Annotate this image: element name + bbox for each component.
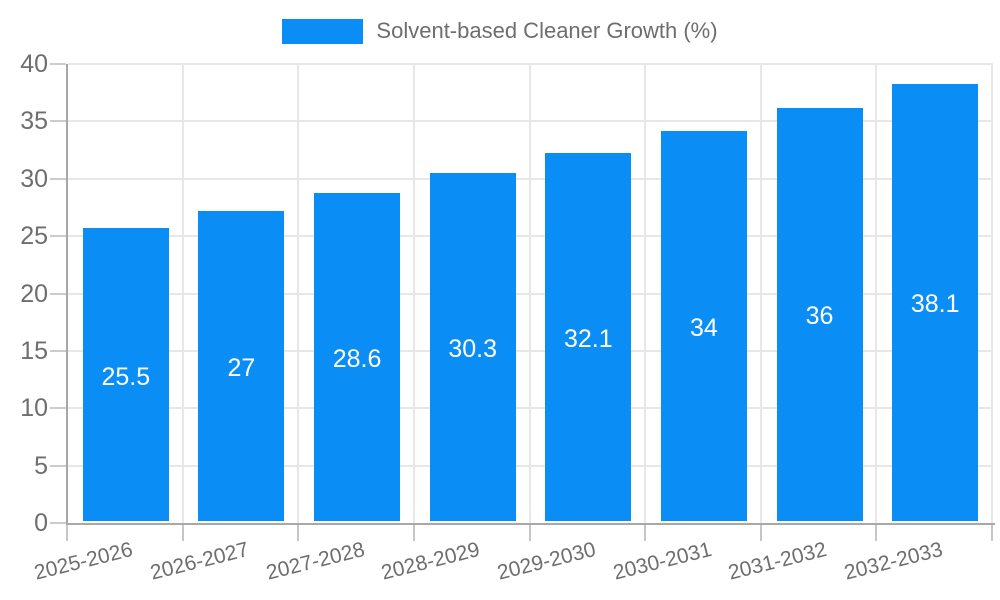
- bar: [82, 228, 169, 521]
- gridline-horizontal: [68, 464, 993, 467]
- y-tick-label: 25: [20, 222, 48, 251]
- y-axis-line: [66, 64, 68, 525]
- bar-value-label: 36: [805, 302, 834, 331]
- gridline-vertical: [875, 64, 878, 523]
- gridline-horizontal: [68, 120, 993, 123]
- y-tick-label: 10: [20, 394, 48, 423]
- bar: [776, 107, 863, 521]
- bar: [314, 192, 401, 521]
- x-axis-tick: [66, 525, 68, 541]
- plot-area: 25.5 27 28.6 30.3 32.1 34 36 38.1: [66, 63, 995, 525]
- gridline-vertical: [297, 64, 300, 523]
- x-tick-label: 2032-2033: [841, 538, 945, 585]
- y-axis-tick: [50, 522, 66, 524]
- y-tick-label: 5: [34, 451, 48, 480]
- gridline-vertical: [991, 64, 993, 523]
- bar-value-label: 25.5: [101, 362, 151, 391]
- x-axis-tick: [297, 525, 300, 541]
- gridline-vertical: [181, 64, 184, 523]
- gridline-horizontal: [68, 235, 993, 238]
- gridline-vertical: [759, 64, 762, 523]
- x-axis-tick: [875, 525, 878, 541]
- gridline-vertical: [528, 64, 531, 523]
- y-axis-tick: [50, 235, 66, 238]
- x-axis-tick: [991, 525, 993, 541]
- bar-value-label: 38.1: [910, 290, 960, 319]
- x-axis-tick: [528, 525, 531, 541]
- x-tick-label: 2027-2028: [263, 538, 367, 585]
- y-tick-label: 0: [34, 509, 48, 537]
- gridline-vertical: [644, 64, 647, 523]
- bar: [660, 130, 747, 521]
- bar-value-label: 30.3: [448, 335, 498, 364]
- y-axis-tick: [50, 349, 66, 352]
- y-tick-label: 40: [20, 50, 48, 78]
- x-axis-tick: [412, 525, 415, 541]
- x-axis-line: [66, 523, 995, 525]
- y-tick-label: 30: [20, 164, 48, 193]
- gridline-vertical: [412, 64, 415, 523]
- bar-value-label: 28.6: [332, 344, 382, 373]
- x-tick-label: 2025-2026: [32, 538, 136, 585]
- x-tick-label: 2026-2027: [147, 538, 252, 585]
- x-tick-label: 2029-2030: [494, 538, 598, 585]
- y-tick-label: 20: [20, 279, 48, 308]
- gridline-horizontal: [68, 349, 993, 352]
- bar-value-label: 32.1: [563, 324, 613, 353]
- y-tick-label: 35: [20, 107, 48, 136]
- y-axis-tick: [50, 292, 66, 295]
- y-axis-tick: [50, 177, 66, 180]
- y-axis-tick: [50, 407, 66, 410]
- bar: [892, 83, 979, 521]
- x-tick-label: 2031-2032: [726, 538, 830, 585]
- y-axis-tick: [50, 464, 66, 467]
- legend-label: Solvent-based Cleaner Growth (%): [376, 18, 718, 43]
- legend: Solvent-based Cleaner Growth (%): [0, 18, 1000, 44]
- bar-value-label: 34: [690, 313, 718, 342]
- x-axis-tick: [181, 525, 184, 541]
- gridline-horizontal: [68, 63, 993, 65]
- bar: [198, 211, 285, 521]
- y-axis-tick: [50, 63, 66, 65]
- bar-value-label: 27: [227, 354, 256, 383]
- x-tick-label: 2030-2031: [610, 538, 714, 585]
- x-axis-tick: [644, 525, 647, 541]
- y-axis-tick: [50, 120, 66, 123]
- bar: [545, 152, 632, 521]
- gridline-horizontal: [68, 177, 993, 180]
- gridline-horizontal: [68, 407, 993, 410]
- legend-swatch: [282, 18, 364, 44]
- y-tick-label: 15: [20, 336, 48, 365]
- x-tick-label: 2028-2029: [379, 538, 483, 585]
- x-axis-tick: [759, 525, 762, 541]
- gridline-horizontal: [68, 292, 993, 295]
- bar: [429, 173, 516, 521]
